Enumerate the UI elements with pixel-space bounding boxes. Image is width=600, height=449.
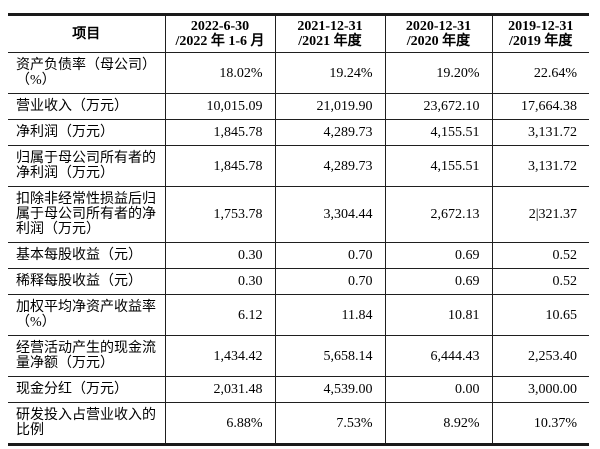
cell-value: 6,444.43 [384, 335, 492, 377]
row-label: 归属于母公司所有者的净利润（万元） [8, 145, 165, 187]
table-row: 稀释每股收益（元） 0.30 0.70 0.69 0.52 [8, 268, 589, 295]
row-label: 稀释每股收益（元） [8, 268, 165, 295]
cell-value: 5,658.14 [274, 335, 385, 377]
header-period-date: 2021-12-31 [297, 19, 363, 34]
header-row: 项目 2022-6-30 /2022 年 1-6 月 2021-12-31 /2… [8, 14, 589, 53]
cell-value: 0.70 [274, 242, 385, 269]
cell-value: 0.30 [164, 268, 275, 295]
table-row: 现金分红（万元） 2,031.48 4,539.00 0.00 3,000.00 [8, 376, 589, 403]
row-label: 营业收入（万元） [8, 93, 165, 120]
table-header: 项目 2022-6-30 /2022 年 1-6 月 2021-12-31 /2… [8, 14, 589, 53]
cell-value: 10.37% [491, 402, 589, 445]
cell-value: 3,131.72 [491, 145, 589, 187]
table-row: 经营活动产生的现金流量净额（万元） 1,434.42 5,658.14 6,444.4… [8, 335, 589, 377]
cell-value: 8.92% [384, 402, 492, 445]
cell-value: 0.30 [164, 242, 275, 269]
cell-value: 0.69 [384, 268, 492, 295]
cell-value: 2,672.13 [384, 186, 492, 243]
table-row: 扣除非经常性损益后归属于母公司所有者的净利润（万元） 1,753.78 3,304.… [8, 186, 589, 243]
cell-value: 21,019.90 [274, 93, 385, 120]
cell-value: 17,664.38 [491, 93, 589, 120]
row-label: 净利润（万元） [8, 119, 165, 146]
cell-value: 11.84 [274, 294, 385, 336]
cell-value: 2|321.37 [491, 186, 589, 243]
header-period-range: /2019 年度 [509, 34, 573, 49]
table-body: 资产负债率（母公司）（%） 18.02% 19.24% 19.20% 22.64% 营业收… [8, 52, 589, 445]
cell-value: 7.53% [274, 402, 385, 445]
cell-value: 0.00 [384, 376, 492, 403]
header-item-column: 项目 [8, 14, 165, 53]
cell-value: 18.02% [164, 52, 275, 94]
cell-value: 3,304.44 [274, 186, 385, 243]
row-label: 现金分红（万元） [8, 376, 165, 403]
cell-value: 6.88% [164, 402, 275, 445]
cell-value: 0.52 [491, 268, 589, 295]
cell-value: 2,031.48 [164, 376, 275, 403]
header-period-2022: 2022-6-30 /2022 年 1-6 月 [164, 14, 275, 53]
cell-value: 2,253.40 [491, 335, 589, 377]
cell-value: 10.65 [491, 294, 589, 336]
table-row: 研发投入占营业收入的比例 6.88% 7.53% 8.92% 10.37% [8, 402, 589, 445]
cell-value: 4,539.00 [274, 376, 385, 403]
cell-value: 4,155.51 [384, 145, 492, 187]
cell-value: 1,434.42 [164, 335, 275, 377]
cell-value: 1,845.78 [164, 145, 275, 187]
cell-value: 0.70 [274, 268, 385, 295]
cell-value: 4,289.73 [274, 145, 385, 187]
header-period-2021: 2021-12-31 /2021 年度 [274, 14, 385, 53]
row-label: 加权平均净资产收益率（%） [8, 294, 165, 336]
row-label: 资产负债率（母公司）（%） [8, 52, 165, 94]
header-period-date: 2020-12-31 [405, 19, 472, 34]
row-label: 基本每股收益（元） [8, 242, 165, 269]
header-period-range: /2022 年 1-6 月 [175, 34, 265, 49]
table-row: 加权平均净资产收益率（%） 6.12 11.84 10.81 10.65 [8, 294, 589, 336]
cell-value: 22.64% [491, 52, 589, 94]
cell-value: 6.12 [164, 294, 275, 336]
row-label: 研发投入占营业收入的比例 [16, 408, 156, 438]
cell-value: 10.81 [384, 294, 492, 336]
table-row: 资产负债率（母公司）（%） 18.02% 19.24% 19.20% 22.64% [8, 52, 589, 94]
table-row: 营业收入（万元） 10,015.09 21,019.90 23,672.10 17,66… [8, 93, 589, 120]
header-period-date: 2019-12-31 [508, 19, 574, 34]
table-row: 净利润（万元） 1,845.78 4,289.73 4,155.51 3,131.72 [8, 119, 589, 146]
cell-value: 19.24% [274, 52, 385, 94]
cell-value: 10,015.09 [164, 93, 275, 120]
cell-value: 0.69 [384, 242, 492, 269]
table-row: 归属于母公司所有者的净利润（万元） 1,845.78 4,289.73 4,155.5… [8, 145, 589, 187]
header-period-date: 2022-6-30 [190, 19, 250, 34]
cell-value: 3,131.72 [491, 119, 589, 146]
cell-value: 1,845.78 [164, 119, 275, 146]
cell-value: 4,155.51 [384, 119, 492, 146]
row-label: 经营活动产生的现金流量净额（万元） [8, 335, 165, 377]
table-row: 基本每股收益（元） 0.30 0.70 0.69 0.52 [8, 242, 589, 269]
cell-value: 4,289.73 [274, 119, 385, 146]
financial-summary-table-wrap: 项目 2022-6-30 /2022 年 1-6 月 2021-12-31 /2… [8, 13, 589, 446]
cell-value: 3,000.00 [491, 376, 589, 403]
cell-value: 1,753.78 [164, 186, 275, 243]
financial-summary-table: 项目 2022-6-30 /2022 年 1-6 月 2021-12-31 /2… [8, 13, 589, 446]
row-label: 扣除非经常性损益后归属于母公司所有者的净利润（万元） [8, 186, 165, 243]
header-period-range: /2021 年度 [298, 34, 362, 49]
header-period-2020: 2020-12-31 /2020 年度 [384, 14, 492, 53]
header-period-range: /2020 年度 [406, 34, 471, 49]
cell-value: 0.52 [491, 242, 589, 269]
cell-value: 19.20% [384, 52, 492, 94]
header-period-2019: 2019-12-31 /2019 年度 [491, 14, 589, 53]
cell-value: 23,672.10 [384, 93, 492, 120]
